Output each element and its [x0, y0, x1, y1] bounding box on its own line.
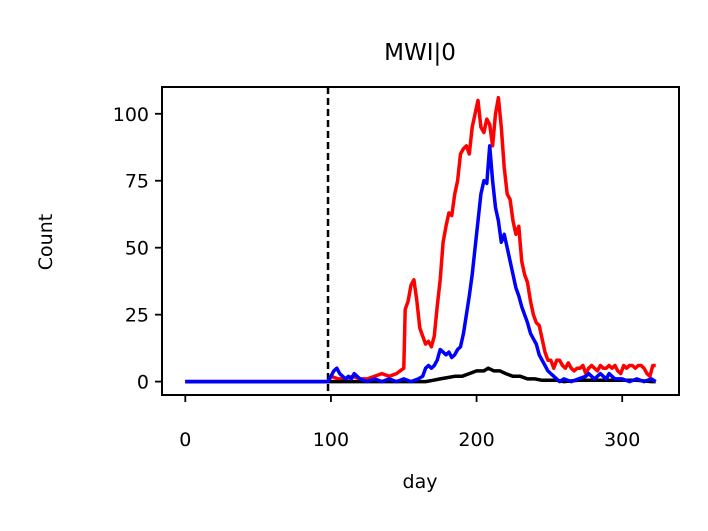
series-line-2: [185, 366, 656, 384]
chart-title: MWI|0: [384, 40, 456, 66]
x-axis-title: day: [403, 471, 438, 493]
y-axis-title: Count: [35, 214, 57, 270]
x-axis: 0 100 200 300: [179, 395, 640, 451]
y-tick-label: 0: [137, 372, 149, 394]
series-layer: [185, 95, 657, 384]
plot-frame: [161, 86, 680, 396]
series-line-1: [185, 95, 656, 384]
series-line-3: [185, 144, 657, 384]
y-tick-label: 100: [113, 104, 149, 126]
x-tick-label: 300: [604, 429, 640, 451]
y-axis: 0 25 50 75 100: [113, 104, 162, 394]
y-tick-label: 25: [125, 305, 149, 327]
y-tick-label: 75: [125, 171, 149, 193]
x-tick-label: 0: [179, 429, 191, 451]
y-tick-label: 50: [125, 238, 149, 260]
x-tick-label: 200: [458, 429, 494, 451]
x-tick-label: 100: [313, 429, 349, 451]
